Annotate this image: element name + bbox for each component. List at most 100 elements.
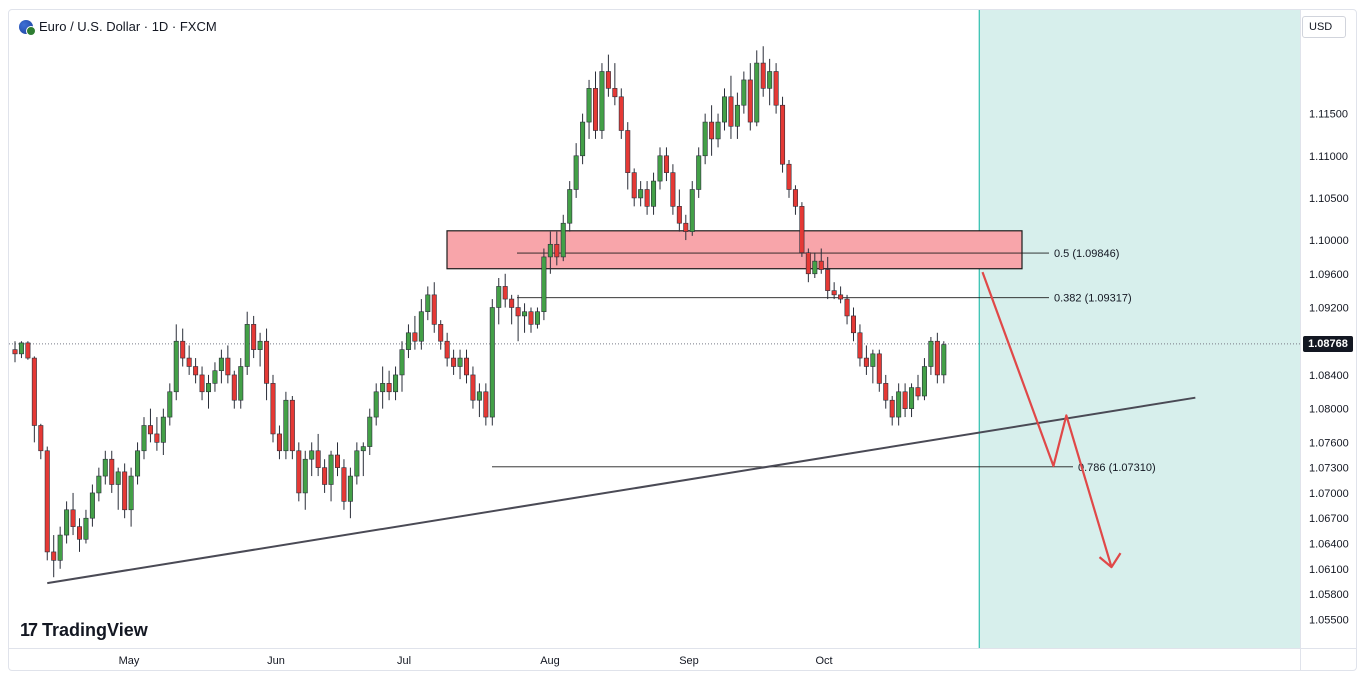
bearish-candle bbox=[412, 315, 418, 350]
candle-body bbox=[57, 534, 63, 561]
tradingview-mark-icon: 17 bbox=[20, 620, 38, 640]
candle-body bbox=[238, 366, 244, 401]
candle-body bbox=[444, 340, 450, 359]
bullish-candle bbox=[457, 349, 463, 380]
candle-body bbox=[193, 366, 199, 376]
candle-body bbox=[431, 294, 437, 325]
chart-frame[interactable]: 0.5 (1.09846) 0.382 (1.09317) 0.786 (1.073… bbox=[8, 9, 1357, 671]
candle-body bbox=[463, 357, 469, 376]
bearish-candle bbox=[683, 214, 689, 241]
candle-body bbox=[354, 450, 360, 477]
candle-body bbox=[799, 206, 805, 254]
bullish-candle bbox=[651, 172, 657, 215]
candlestick-chart[interactable]: 0.5 (1.09846) 0.382 (1.09317) 0.786 (1.073… bbox=[9, 10, 1357, 671]
candle-body bbox=[534, 311, 540, 325]
bearish-candle bbox=[231, 370, 237, 409]
candle-body bbox=[38, 425, 44, 452]
bearish-candle bbox=[670, 164, 676, 215]
tradingview-logo[interactable]: 17 TradingView bbox=[20, 620, 148, 641]
time-tick-label: Jul bbox=[397, 655, 411, 667]
candle-body bbox=[728, 96, 734, 127]
bearish-candle bbox=[883, 374, 889, 409]
bullish-candle bbox=[702, 113, 708, 165]
bearish-candle bbox=[554, 231, 560, 266]
time-tick-label: Sep bbox=[679, 655, 699, 667]
candle-body bbox=[83, 517, 89, 540]
bullish-candle bbox=[567, 181, 573, 232]
bearish-candle bbox=[463, 349, 469, 384]
candle-body bbox=[876, 353, 882, 384]
bearish-candle bbox=[805, 248, 811, 283]
bullish-candle bbox=[896, 383, 902, 426]
bearish-candle bbox=[483, 383, 489, 426]
bearish-candle bbox=[709, 105, 715, 156]
candle-body bbox=[483, 391, 489, 418]
bearish-candle bbox=[199, 366, 205, 401]
price-tick-label: 1.10500 bbox=[1309, 193, 1349, 205]
candle-body bbox=[612, 88, 618, 98]
price-tick-label: 1.11500 bbox=[1309, 109, 1348, 121]
bullish-candle bbox=[909, 383, 915, 418]
candle-body bbox=[734, 104, 740, 127]
candle-body bbox=[818, 260, 824, 270]
bearish-candle bbox=[251, 315, 257, 359]
bullish-candle bbox=[580, 113, 586, 165]
candle-body bbox=[180, 340, 186, 359]
bearish-candle bbox=[850, 307, 856, 342]
candle-body bbox=[328, 454, 334, 485]
candle-body bbox=[857, 332, 863, 359]
candle-body bbox=[199, 374, 205, 393]
candle-body bbox=[921, 366, 927, 397]
bearish-candle bbox=[644, 181, 650, 215]
candle-body bbox=[909, 387, 915, 409]
bearish-candle bbox=[528, 307, 534, 333]
bullish-candle bbox=[328, 450, 334, 502]
candle-body bbox=[12, 349, 18, 355]
candle-body bbox=[560, 222, 566, 258]
candle-body bbox=[850, 315, 856, 334]
candle-body bbox=[64, 509, 70, 536]
candle-body bbox=[128, 475, 134, 511]
time-tick-label: May bbox=[119, 655, 140, 667]
candle-body bbox=[276, 433, 282, 452]
candle-body bbox=[547, 243, 553, 258]
bullish-candle bbox=[657, 147, 663, 190]
candle-body bbox=[883, 383, 889, 401]
candle-body bbox=[489, 307, 495, 418]
bearish-candle bbox=[902, 383, 908, 418]
candle-body bbox=[270, 383, 276, 435]
bullish-candle bbox=[309, 442, 315, 477]
candle-body bbox=[663, 155, 669, 173]
ascending-trendline bbox=[47, 396, 1196, 585]
candle-body bbox=[418, 311, 424, 342]
candle-body bbox=[141, 425, 147, 452]
bullish-candle bbox=[347, 467, 353, 519]
bearish-candle bbox=[186, 345, 192, 375]
price-tick-label: 1.07600 bbox=[1309, 437, 1349, 449]
candle-body bbox=[773, 71, 779, 106]
bearish-candle bbox=[451, 349, 457, 375]
bearish-candle bbox=[934, 332, 940, 384]
candle-body bbox=[709, 121, 715, 140]
bearish-candle bbox=[322, 459, 328, 493]
candle-body bbox=[838, 294, 844, 300]
symbol-header[interactable]: Euro / U.S. Dollar · 1D · FXCM bbox=[19, 19, 217, 36]
candle-body bbox=[244, 324, 250, 367]
price-tick-label: 1.06700 bbox=[1309, 513, 1349, 525]
bearish-candle bbox=[786, 160, 792, 198]
candle-body bbox=[567, 189, 573, 224]
candle-body bbox=[863, 357, 869, 367]
candle-body bbox=[580, 121, 586, 157]
candle-body bbox=[283, 399, 289, 452]
candle-body bbox=[896, 391, 902, 418]
candle-body bbox=[592, 88, 598, 131]
candle-body bbox=[302, 458, 308, 494]
candle-body bbox=[405, 332, 411, 350]
candle-body bbox=[747, 79, 753, 123]
last-price-label: 1.08768 bbox=[1303, 335, 1353, 352]
price-tick-label: 1.07300 bbox=[1309, 463, 1349, 475]
bullish-candle bbox=[767, 58, 773, 106]
candle-body bbox=[902, 391, 908, 409]
candle-body bbox=[399, 349, 405, 376]
currency-selector[interactable]: USD bbox=[1302, 16, 1346, 38]
